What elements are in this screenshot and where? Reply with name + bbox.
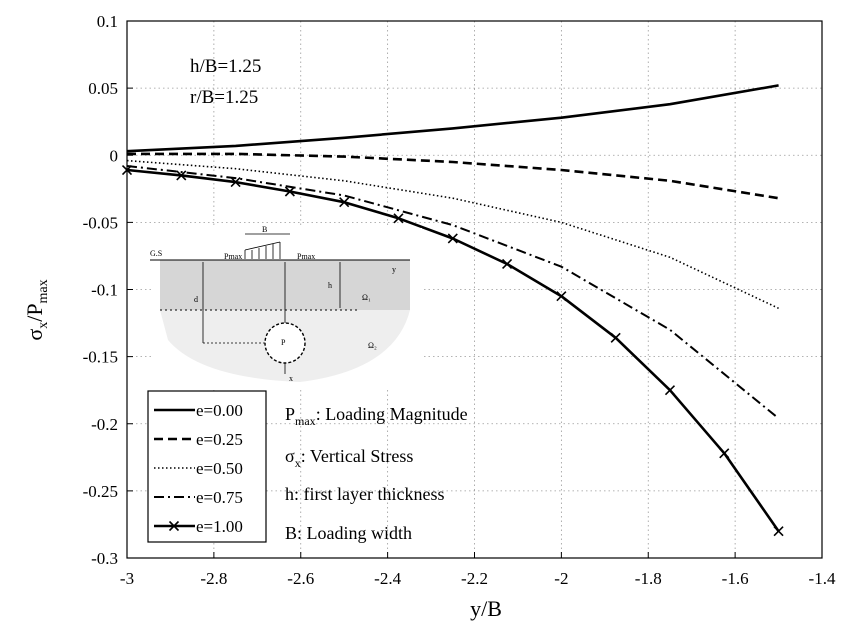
x-tick-label: -3 bbox=[120, 569, 134, 588]
data-point-marker bbox=[502, 258, 513, 270]
legend: e=0.00 e=0.25 e=0.50 e=0.75 e=1.00 bbox=[147, 390, 267, 543]
inset-label-gs: G.S bbox=[150, 249, 162, 258]
x-tick-label: -2.2 bbox=[461, 569, 488, 588]
data-point-marker bbox=[773, 526, 784, 537]
data-point-marker bbox=[719, 448, 730, 459]
note-h: h: first layer thickness bbox=[285, 484, 444, 504]
grid-lines bbox=[127, 21, 822, 558]
data-point-marker bbox=[339, 197, 350, 208]
y-tick-label: 0.1 bbox=[97, 12, 118, 31]
y-tick-label: -0.05 bbox=[83, 213, 118, 232]
data-point-marker bbox=[393, 213, 404, 224]
legend-marker bbox=[168, 520, 180, 532]
x-tick-label: -2.8 bbox=[200, 569, 227, 588]
notes: Pmax: Loading Magnitude σx: Vertical Str… bbox=[285, 404, 468, 543]
x-tick-label: -1.6 bbox=[722, 569, 749, 588]
x-tick-label: -2.6 bbox=[287, 569, 314, 588]
data-point-marker bbox=[447, 233, 458, 244]
note-sigma: σx: Vertical Stress bbox=[285, 446, 413, 470]
series-layer bbox=[121, 84, 784, 537]
inset-label-p: P bbox=[281, 338, 286, 347]
inset-label-d: d bbox=[194, 295, 198, 304]
inset-label-omega2: Ω₂ bbox=[368, 341, 377, 350]
y-tick-label: -0.2 bbox=[91, 415, 118, 434]
note-pmax: Pmax: Loading Magnitude bbox=[285, 404, 468, 428]
tunnel-circle bbox=[264, 322, 306, 364]
inset-label-omega1: Ω₁ bbox=[362, 293, 371, 302]
data-point-marker bbox=[556, 291, 567, 302]
inset-label-y: y bbox=[392, 265, 396, 274]
legend-label-e-0-00: e=0.00 bbox=[196, 401, 243, 420]
inset-label-b: B bbox=[262, 225, 267, 234]
x-tick-label: -1.4 bbox=[809, 569, 836, 588]
series-line-e-0-25 bbox=[127, 152, 779, 200]
soil-layer-diagram: G.S B Pmax Pmax y h d P x Ω₁ Ω₂ bbox=[150, 225, 422, 388]
legend-label-e-0-75: e=0.75 bbox=[196, 488, 243, 507]
data-point-marker bbox=[121, 164, 133, 176]
data-point-marker bbox=[664, 385, 676, 396]
y-axis-title: σx/Pmax bbox=[22, 279, 51, 340]
inset-label-pmax-left: Pmax bbox=[224, 252, 242, 261]
inset-label-x: x bbox=[289, 374, 293, 383]
x-axis-title: y/B bbox=[470, 596, 502, 621]
data-point-marker bbox=[284, 186, 295, 197]
series-line-e-0-00 bbox=[126, 84, 779, 153]
y-tick-label: -0.3 bbox=[91, 549, 118, 568]
data-point-marker bbox=[610, 332, 621, 343]
note-b: B: Loading width bbox=[285, 523, 412, 543]
inset-label-h: h bbox=[328, 281, 332, 290]
load-arrows bbox=[244, 241, 281, 259]
x-tick-label: -2 bbox=[554, 569, 568, 588]
data-point-marker bbox=[230, 177, 241, 188]
inset-label-pmax-right: Pmax bbox=[297, 252, 315, 261]
y-tick-label: 0 bbox=[110, 146, 119, 165]
y-tick-label: -0.25 bbox=[83, 482, 118, 501]
annotation-rb: r/B=1.25 bbox=[190, 87, 258, 108]
annotation-hb: h/B=1.25 bbox=[190, 56, 261, 77]
y-tick-label: 0.05 bbox=[88, 79, 118, 98]
series-line-e-0-50 bbox=[126, 159, 779, 310]
legend-label-e-1-00: e=1.00 bbox=[196, 517, 243, 536]
legend-box bbox=[147, 390, 267, 543]
legend-label-e-0-25: e=0.25 bbox=[196, 430, 243, 449]
x-tick-label: -2.4 bbox=[374, 569, 401, 588]
legend-label-e-0-50: e=0.50 bbox=[196, 459, 243, 478]
y-tick-label: -0.1 bbox=[91, 281, 118, 300]
tick-labels: -3 -2.8 -2.6 -2.4 -2.2 -2 -1.8 -1.6 -1.4 0.1 0.05 0… bbox=[83, 12, 836, 588]
data-point-marker bbox=[176, 170, 187, 181]
series-line-e-0-75 bbox=[126, 165, 780, 420]
y-tick-label: -0.15 bbox=[83, 348, 118, 367]
x-tick-label: -1.8 bbox=[635, 569, 662, 588]
